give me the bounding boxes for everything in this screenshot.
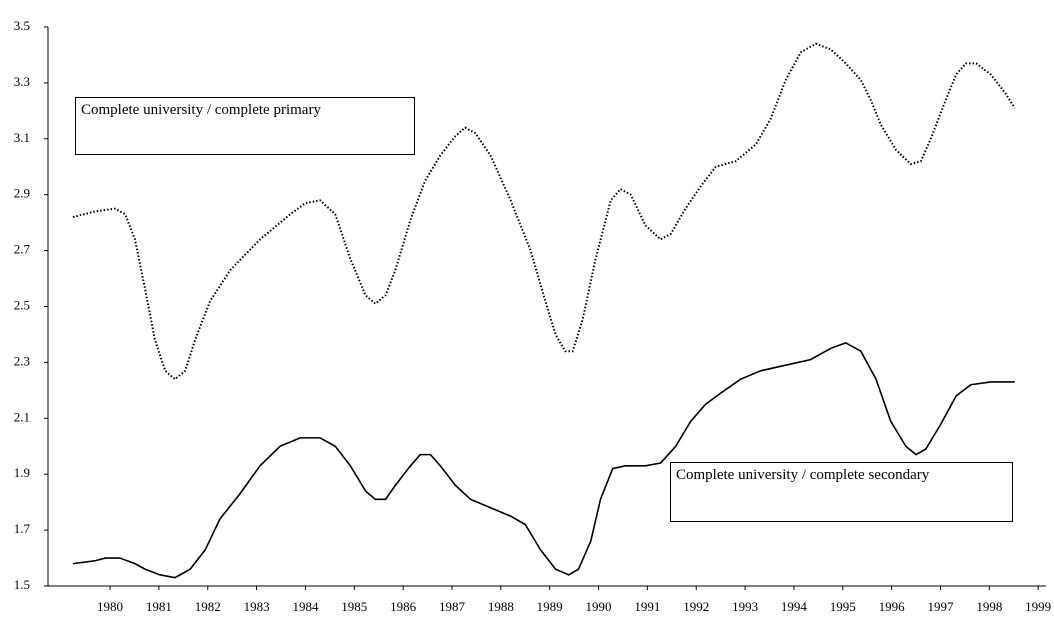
x-tick-label: 1997 [927,599,954,614]
x-tick-label: 1988 [488,599,514,614]
x-tick-label: 1983 [244,599,270,614]
y-tick-label: 1.5 [14,577,30,592]
series-line [72,42,1016,381]
y-tick-label: 1.9 [14,465,30,480]
x-tick-label: 1980 [97,599,123,614]
x-tick-label: 1982 [195,599,221,614]
x-tick-label: 1985 [341,599,367,614]
x-tick-label: 1986 [390,599,417,614]
annotation: Complete university / complete secondary [670,462,1013,522]
y-tick-label: 2.3 [14,353,30,368]
x-tick-label: 1994 [781,599,808,614]
x-tick-label: 1987 [439,599,466,614]
y-tick-label: 3.1 [14,130,30,145]
y-tick-label: 2.5 [14,297,30,312]
annotation: Complete university / complete primary [75,97,415,155]
y-tick-label: 2.1 [14,409,30,424]
x-tick-label: 1995 [830,599,856,614]
y-tick-label: 3.5 [14,18,30,33]
x-tick-label: 1999 [1025,599,1051,614]
x-tick-label: 1991 [634,599,660,614]
y-tick-label: 3.3 [14,74,30,89]
series-line [72,341,1015,579]
x-tick-label: 1990 [586,599,612,614]
y-tick-label: 2.9 [14,186,30,201]
y-tick-label: 1.7 [14,521,31,536]
x-tick-label: 1998 [976,599,1002,614]
x-tick-label: 1993 [732,599,758,614]
x-tick-label: 1989 [537,599,563,614]
x-tick-label: 1981 [146,599,172,614]
x-tick-label: 1984 [292,599,319,614]
x-tick-label: 1992 [683,599,709,614]
x-tick-label: 1996 [879,599,906,614]
y-tick-label: 2.7 [14,242,31,257]
